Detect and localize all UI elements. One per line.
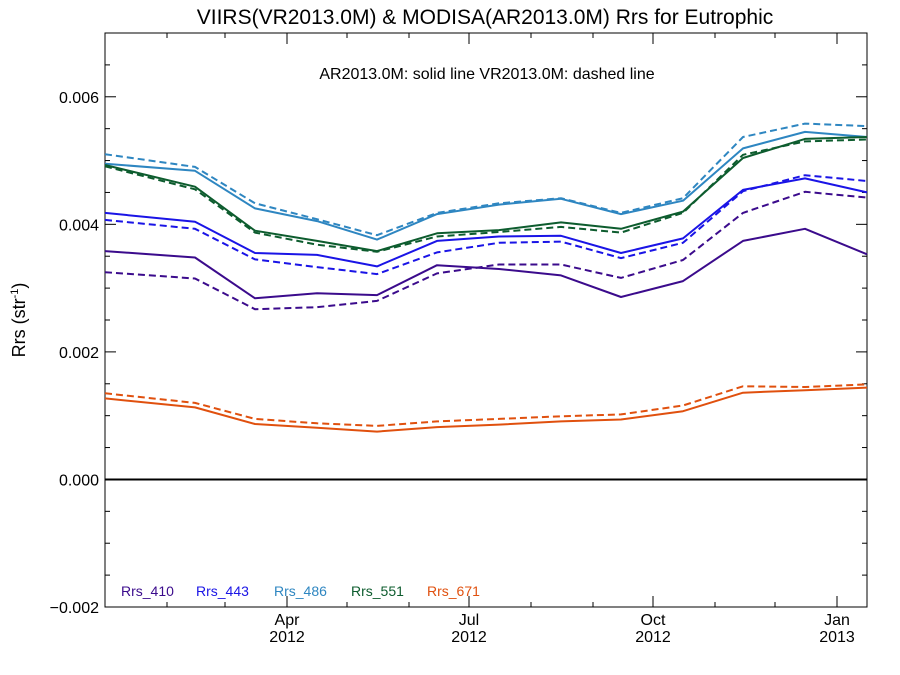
y-axis-label: Rrs (str-1) (9, 283, 29, 358)
y-tick-label: −0.002 (50, 600, 99, 617)
y-tick-label: 0.006 (59, 90, 99, 107)
y-tick-label: 0.002 (59, 345, 99, 362)
y-tick-label: 0.004 (59, 217, 99, 234)
line-style-note: AR2013.0M: solid line VR2013.0M: dashed … (319, 66, 654, 83)
rrs-410-solid-line (104, 227, 868, 300)
y-axis-label-superscript: -1 (9, 289, 21, 299)
legend-entry-rrs-443: Rrs_443 (196, 583, 249, 599)
rrs-671-dashed-line (104, 383, 868, 427)
y-tick-label: 0.000 (59, 472, 99, 489)
series-layer (104, 122, 868, 433)
legend-entry-rrs-486: Rrs_486 (274, 583, 327, 599)
rrs-410-dashed-line (104, 190, 868, 311)
plot-frame (104, 32, 868, 608)
chart-title: VIIRS(VR2013.0M) & MODISA(AR2013.0M) Rrs… (197, 6, 774, 29)
x-tick-month: Oct (641, 612, 666, 629)
x-tick-year: 2012 (635, 629, 671, 646)
rrs-551-solid-line (104, 136, 868, 253)
x-tick-month: Jul (459, 612, 479, 629)
y-axis-label-text: Rrs (str (9, 298, 29, 357)
y-axis-label-close: ) (9, 283, 29, 289)
legend: Rrs_410 Rrs_443 Rrs_486 Rrs_551 Rrs_671 (121, 583, 480, 599)
y-axis: −0.002 0.000 0.002 0.004 0.006 (50, 64, 867, 617)
rrs-671-solid-line (104, 386, 868, 433)
x-tick-month: Apr (275, 612, 301, 629)
x-tick-year: 2013 (819, 629, 855, 646)
x-tick-year: 2012 (269, 629, 305, 646)
legend-entry-rrs-551: Rrs_551 (351, 583, 404, 599)
rrs-443-solid-line (104, 177, 868, 268)
rrs-486-solid-line (104, 130, 868, 241)
x-tick-month: Jan (824, 612, 850, 629)
legend-entry-rrs-671: Rrs_671 (427, 583, 480, 599)
rrs-551-dashed-line (104, 138, 868, 253)
rrs-486-dashed-line (104, 122, 868, 237)
rrs-443-dashed-line (104, 174, 868, 276)
legend-entry-rrs-410: Rrs_410 (121, 583, 174, 599)
x-tick-year: 2012 (451, 629, 487, 646)
